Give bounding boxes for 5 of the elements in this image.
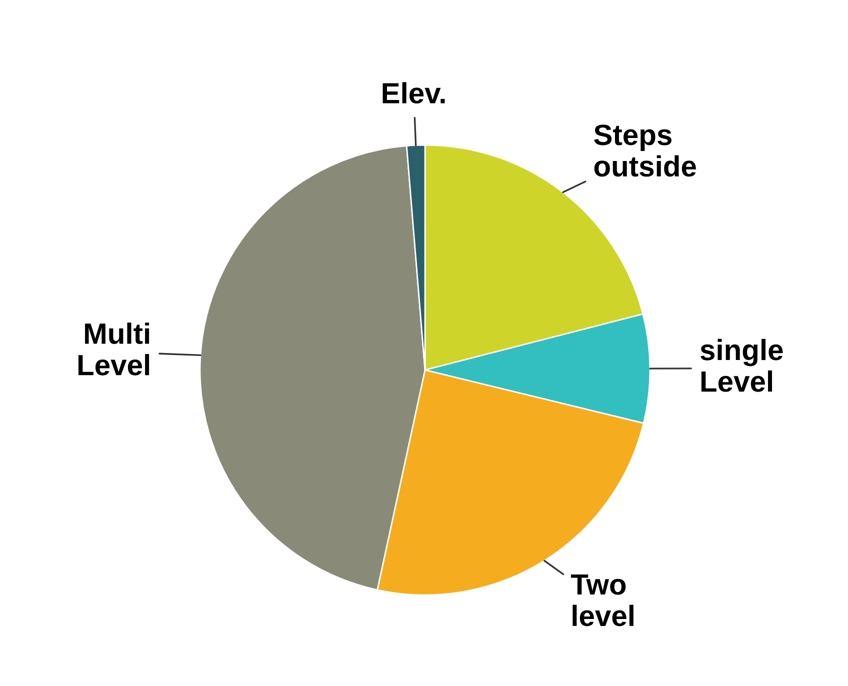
slice-label: Steps outside	[594, 124, 696, 177]
slice-label: Multi Level	[78, 322, 150, 376]
slice-label: single Level	[700, 338, 783, 392]
slice-label: Elev.	[382, 82, 445, 104]
slice-label: Two level	[570, 574, 634, 626]
